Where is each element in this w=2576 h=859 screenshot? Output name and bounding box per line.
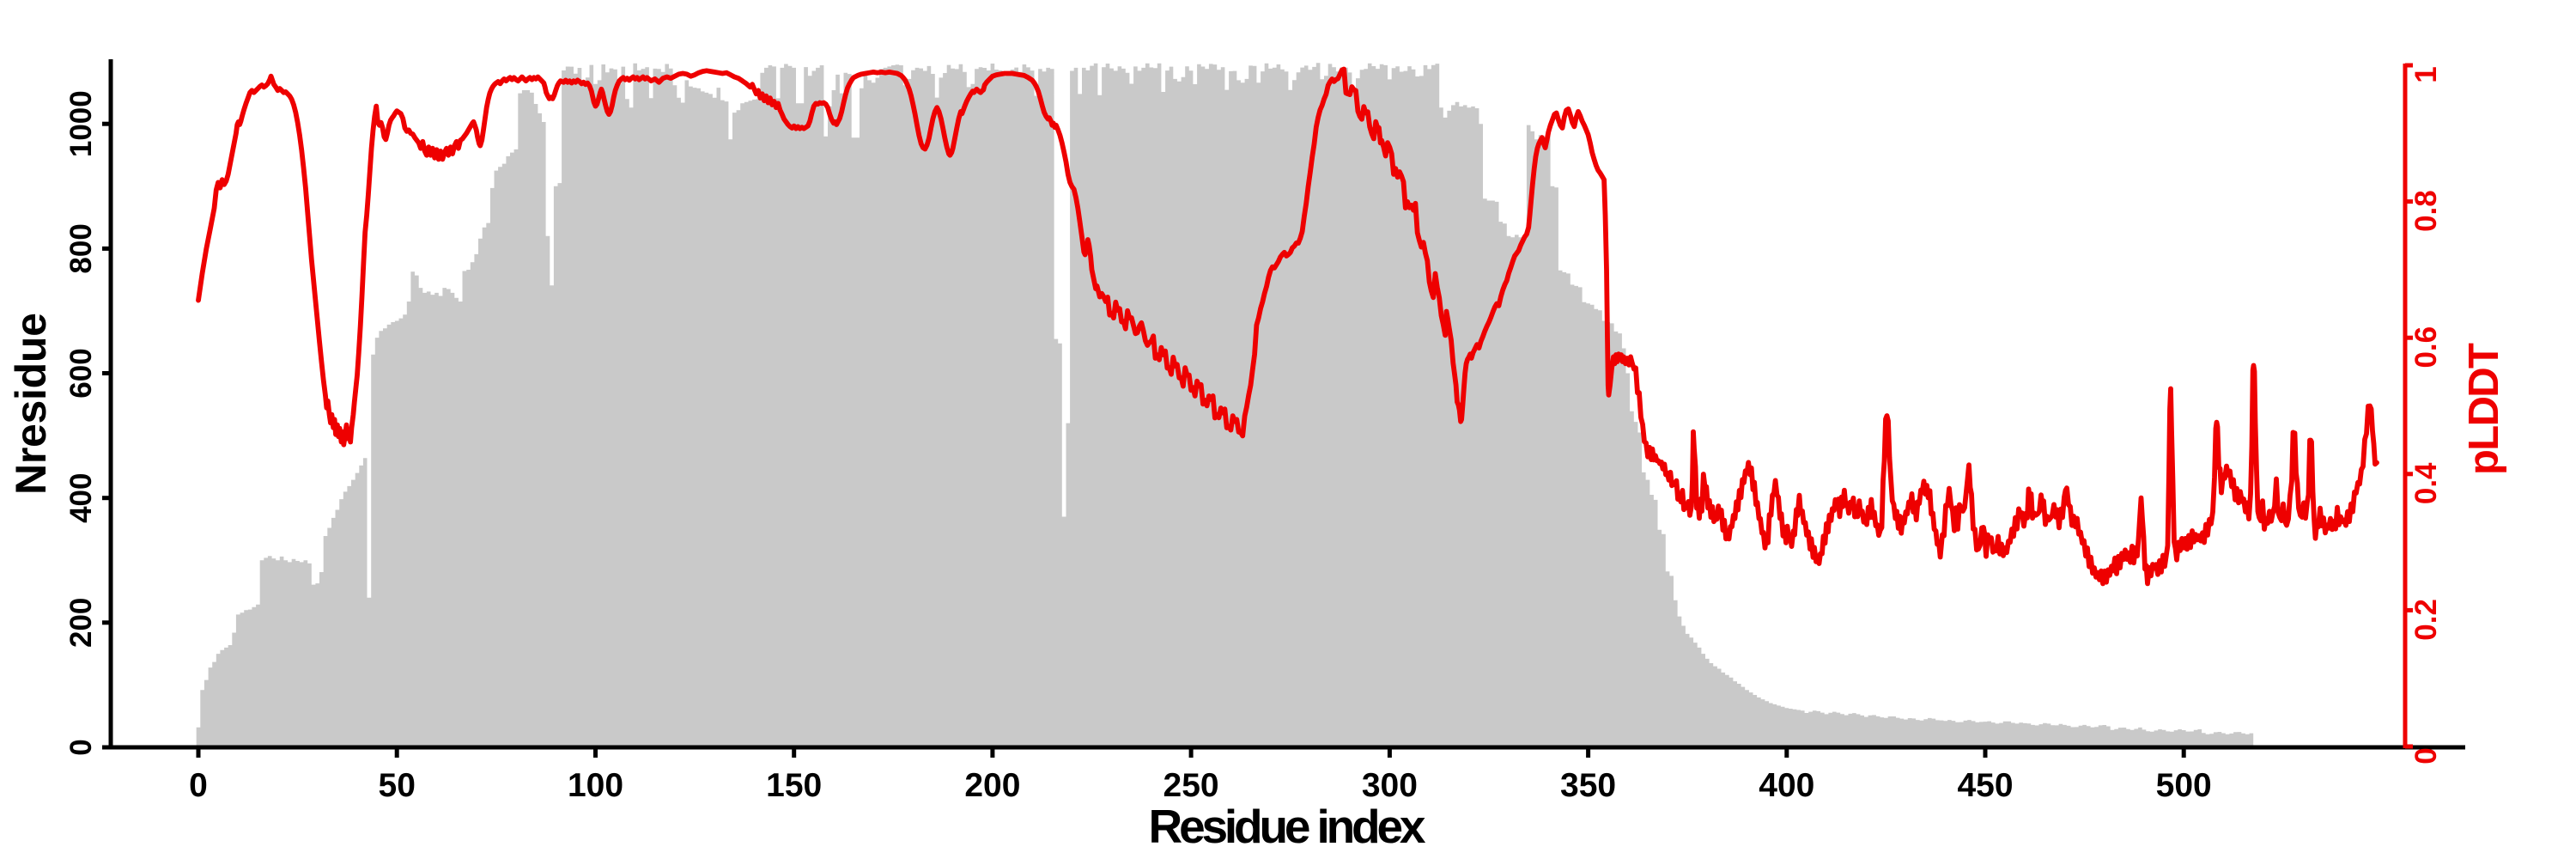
- svg-text:200: 200: [964, 767, 1020, 804]
- svg-text:600: 600: [64, 348, 98, 398]
- svg-text:Residue index: Residue index: [1149, 800, 1426, 853]
- svg-text:0: 0: [189, 767, 208, 804]
- svg-text:0: 0: [2409, 747, 2443, 764]
- svg-text:400: 400: [64, 472, 98, 522]
- svg-text:0: 0: [64, 739, 98, 755]
- svg-text:350: 350: [1560, 767, 1616, 804]
- svg-text:250: 250: [1163, 767, 1219, 804]
- svg-text:100: 100: [568, 767, 623, 804]
- svg-text:1000: 1000: [64, 90, 98, 157]
- svg-text:0.8: 0.8: [2409, 190, 2443, 232]
- svg-text:450: 450: [1957, 767, 2013, 804]
- svg-text:1: 1: [2409, 66, 2443, 82]
- svg-text:150: 150: [766, 767, 822, 804]
- svg-text:Nresidue: Nresidue: [7, 313, 55, 495]
- svg-text:0.6: 0.6: [2409, 326, 2443, 369]
- svg-text:pLDDT: pLDDT: [2461, 343, 2507, 475]
- svg-text:50: 50: [379, 767, 416, 804]
- svg-text:400: 400: [1759, 767, 1814, 804]
- svg-text:0.2: 0.2: [2409, 599, 2443, 641]
- svg-text:300: 300: [1362, 767, 1418, 804]
- svg-text:0.4: 0.4: [2409, 462, 2443, 504]
- svg-text:500: 500: [2156, 767, 2212, 804]
- svg-text:800: 800: [64, 223, 98, 273]
- svg-text:200: 200: [64, 598, 98, 648]
